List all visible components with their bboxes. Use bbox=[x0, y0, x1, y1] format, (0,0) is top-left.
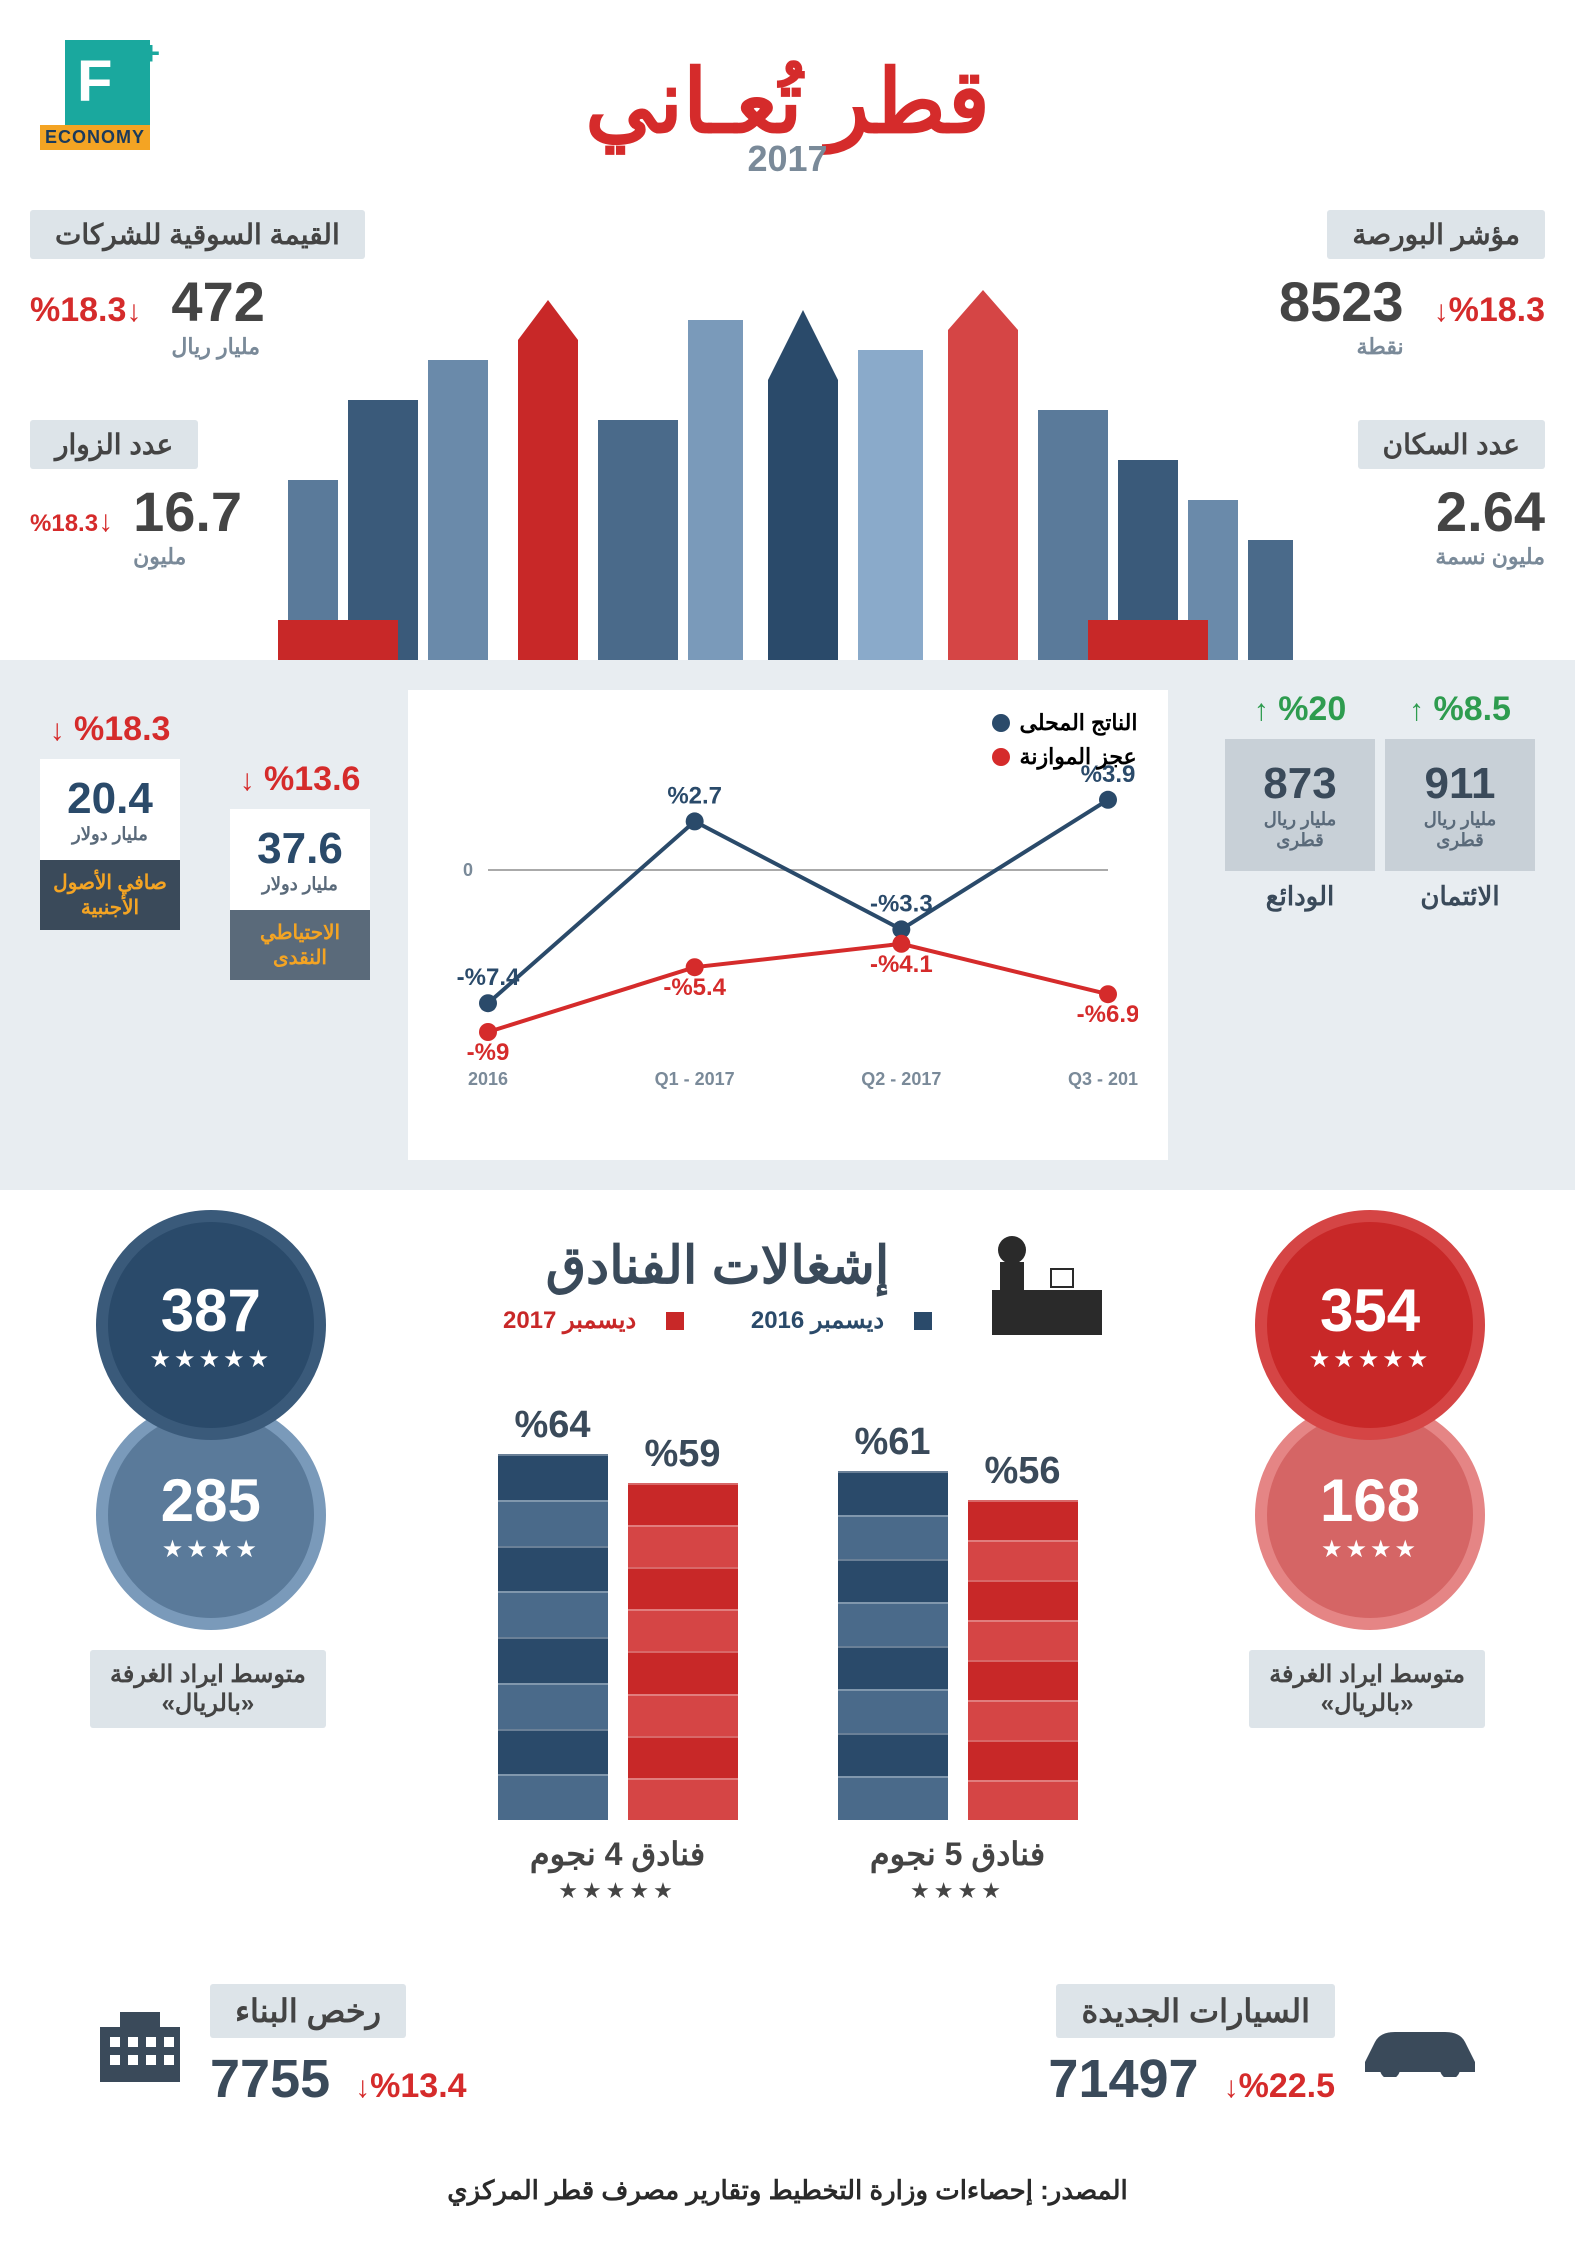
chart-legend: الناتج المحلى عجز الموازنة bbox=[992, 710, 1138, 778]
skyline-illustration bbox=[238, 280, 1338, 660]
stat-foreign-assets: %18.3 ↓ 20.4 مليار دولار صافي الأصول الأ… bbox=[40, 710, 180, 930]
svg-text:Q1 - 2017: Q1 - 2017 bbox=[654, 1069, 734, 1089]
svg-text:%9-: %9- bbox=[466, 1039, 509, 1066]
svg-text:Q2 - 2017: Q2 - 2017 bbox=[861, 1069, 941, 1089]
svg-text:%5.4-: %5.4- bbox=[663, 974, 726, 1001]
stat-permits: رخص البناء %13.4↓ 7755 bbox=[90, 1984, 467, 2110]
receptionist-icon bbox=[982, 1230, 1102, 1340]
line-chart: الناتج المحلى عجز الموازنة 0 %7.4- %2.7 %3.… bbox=[408, 690, 1168, 1160]
stat-cash-reserve: %13.6 ↓ 37.6 مليار دولار الاحتياطي النقد… bbox=[230, 760, 370, 980]
logo: F+ ECONOMY bbox=[40, 40, 150, 150]
svg-text:%4.1-: %4.1- bbox=[869, 951, 932, 978]
stat-population: عدد السكان 2.64مليون نسمة bbox=[1358, 420, 1546, 570]
stat-cars: السيارات الجديدة %22.5↓ 71497 bbox=[1048, 1984, 1485, 2110]
svg-text:%7.4-: %7.4- bbox=[456, 964, 519, 991]
svg-text:Q3 - 2017: Q3 - 2017 bbox=[1067, 1069, 1137, 1089]
stat-credit: %8.5 ↑ 911 مليار ريال قطرى الائتمان bbox=[1385, 690, 1535, 912]
svg-text:%2.7: %2.7 bbox=[667, 782, 722, 809]
stat-deposits: %20 ↑ 873 مليار ريال قطرى الودائع bbox=[1225, 690, 1375, 912]
bars-5star: %56%61 فنادق 5 نجوم ★★★★ bbox=[838, 1420, 1078, 1904]
svg-text:2016: 2016 bbox=[467, 1069, 507, 1089]
hotels-section: إشغالات الفنادق ديسمبر 2016 ديسمبر 2017 … bbox=[30, 1190, 1545, 1944]
room-revenue-red: 354 ★★★★★ 168 ★★★★ متوسط ايراد الغرفة «ب… bbox=[1249, 1210, 1485, 1728]
source-text: المصدر: إحصاءات وزارة التخطيط وتقارير مص… bbox=[30, 2150, 1545, 2231]
line-chart-section: %18.3 ↓ 20.4 مليار دولار صافي الأصول الأ… bbox=[0, 660, 1575, 1190]
svg-text:%6.9-: %6.9- bbox=[1076, 1001, 1137, 1028]
bottom-stats: السيارات الجديدة %22.5↓ 71497 رخص البناء… bbox=[30, 1944, 1545, 2150]
svg-text:%3.3-: %3.3- bbox=[869, 890, 932, 917]
building-icon bbox=[90, 2007, 190, 2087]
title-year: 2017 bbox=[30, 138, 1545, 180]
stat-visitors: عدد الزوار %18.3↓ 16.7مليون bbox=[30, 420, 242, 570]
bars-4star: %59%64 فنادق 4 نجوم ★★★★★ bbox=[498, 1420, 738, 1904]
car-icon bbox=[1355, 2017, 1485, 2077]
skyline-svg bbox=[278, 290, 1293, 660]
room-revenue-blue: 387 ★★★★★ 285 ★★★★ متوسط ايراد الغرفة «ب… bbox=[90, 1210, 326, 1728]
svg-text:0: 0 bbox=[462, 860, 472, 880]
logo-text: ECONOMY bbox=[40, 125, 150, 150]
